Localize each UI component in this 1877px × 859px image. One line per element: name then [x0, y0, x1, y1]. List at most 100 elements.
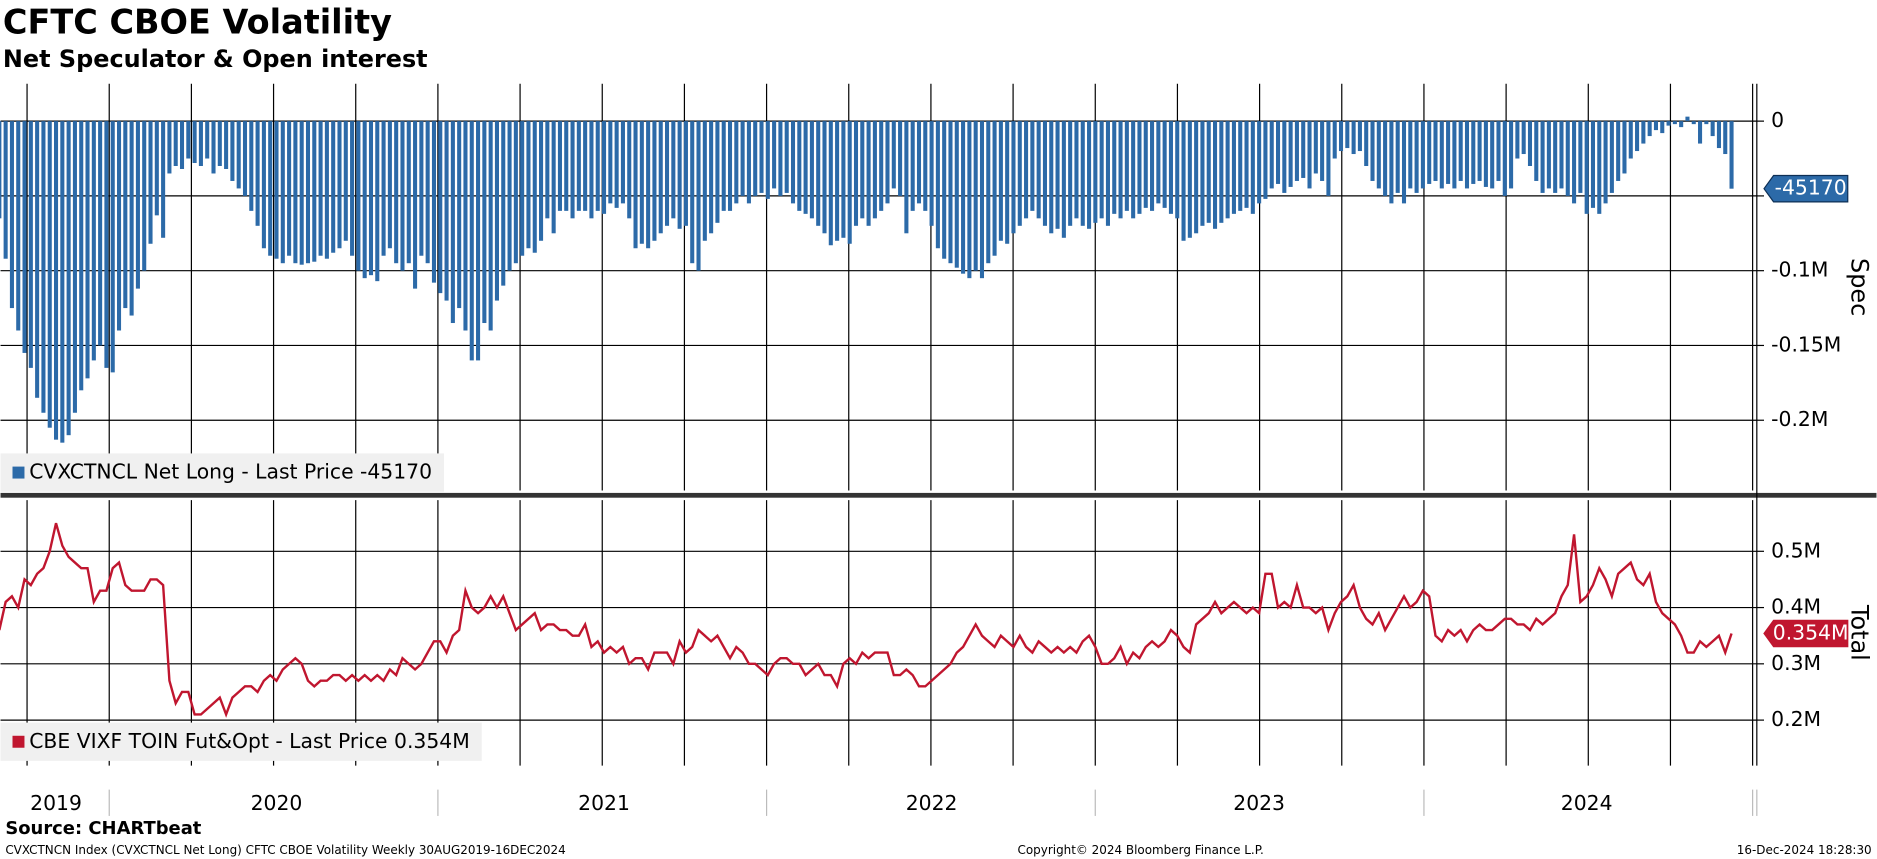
bar — [28, 121, 33, 368]
bar — [1565, 121, 1570, 196]
bar — [482, 121, 487, 324]
bar — [1502, 121, 1507, 196]
legend: CBE VIXF TOIN Fut&Opt - Last Price 0.354… — [0, 722, 482, 761]
bar — [986, 121, 991, 264]
bar — [1036, 121, 1041, 219]
bar — [1112, 121, 1117, 214]
bar — [72, 121, 77, 413]
bar — [1622, 121, 1627, 174]
bar — [488, 121, 493, 331]
y-tick-label: -0.15M — [1771, 332, 1841, 356]
bar — [828, 121, 833, 246]
x-tick-label: 2021 — [578, 791, 630, 815]
bar — [60, 121, 65, 443]
legend-swatch — [12, 466, 25, 479]
bar — [734, 121, 739, 204]
bar — [1723, 121, 1728, 155]
bar — [154, 121, 159, 216]
bar — [1200, 121, 1205, 226]
bar — [331, 121, 336, 253]
bar — [753, 121, 758, 196]
x-tick-label: 2020 — [251, 791, 303, 815]
bar — [1578, 121, 1583, 193]
bar — [1338, 121, 1344, 152]
bar — [784, 121, 789, 193]
marks — [0, 116, 1734, 718]
bar — [98, 121, 103, 346]
bar — [1597, 121, 1602, 214]
bar — [595, 121, 600, 211]
bar — [1527, 121, 1533, 166]
bar — [1187, 121, 1192, 238]
bar — [1042, 121, 1047, 226]
bar — [532, 121, 537, 253]
bar — [1364, 121, 1369, 166]
bar — [1376, 121, 1381, 189]
bar — [242, 121, 248, 196]
bar — [305, 121, 311, 264]
source: Source: CHARTbeat — [5, 818, 201, 839]
bar — [1005, 121, 1010, 244]
bar — [1641, 121, 1646, 144]
bar — [1181, 121, 1186, 241]
bar — [790, 121, 796, 204]
footer-description: CVXCTNCN Index (CVXCTNCL Net Long) CFTC … — [5, 843, 565, 857]
bar — [664, 121, 670, 226]
legend-label: CVXCTNCL Net Long - Last Price -45170 — [29, 460, 432, 484]
bar — [690, 121, 695, 264]
bar — [1603, 121, 1608, 204]
bar — [1446, 121, 1451, 184]
bar — [797, 121, 802, 211]
bar — [469, 121, 474, 361]
x-tick-label: 2022 — [906, 791, 958, 815]
bar — [179, 121, 185, 169]
bar — [822, 121, 827, 234]
bar — [1420, 121, 1425, 189]
bar — [350, 121, 355, 256]
bar — [1194, 121, 1199, 234]
bar — [1175, 121, 1180, 219]
bar — [1332, 121, 1337, 159]
y-tick-label: 0.5M — [1771, 538, 1821, 562]
bar — [1162, 121, 1167, 208]
bar — [324, 121, 329, 259]
bar — [646, 121, 651, 249]
timestamp: 16-Dec-2024 18:28:30 — [1737, 843, 1872, 857]
bar — [217, 121, 222, 166]
bar — [885, 121, 890, 204]
bar — [268, 121, 273, 256]
bar — [677, 121, 682, 229]
bar — [1326, 121, 1331, 196]
bar — [658, 121, 663, 234]
bar — [709, 121, 714, 234]
chart-subtitle: Net Speculator & Open interest — [3, 45, 428, 73]
line — [0, 522, 1733, 718]
bar — [620, 121, 625, 204]
bar — [614, 121, 619, 208]
bar — [633, 121, 638, 249]
bar — [142, 121, 147, 271]
bar — [570, 121, 575, 219]
bar — [1672, 121, 1677, 125]
bar — [1150, 121, 1155, 211]
bar — [16, 121, 21, 331]
bar — [9, 121, 14, 309]
bar — [1231, 121, 1236, 214]
bar — [1464, 121, 1470, 189]
bar — [381, 121, 386, 256]
x-tick-label: 2024 — [1561, 791, 1613, 815]
bar — [1616, 121, 1621, 181]
bar — [652, 121, 657, 241]
y-tick-label: 0 — [1771, 108, 1784, 132]
bar — [53, 121, 59, 440]
bar — [898, 121, 903, 196]
bar — [1572, 121, 1577, 204]
bar — [287, 121, 292, 256]
bar — [186, 121, 191, 159]
bar — [1496, 121, 1501, 181]
bar — [1534, 121, 1539, 181]
bar — [1666, 121, 1671, 126]
bar — [1156, 121, 1161, 204]
